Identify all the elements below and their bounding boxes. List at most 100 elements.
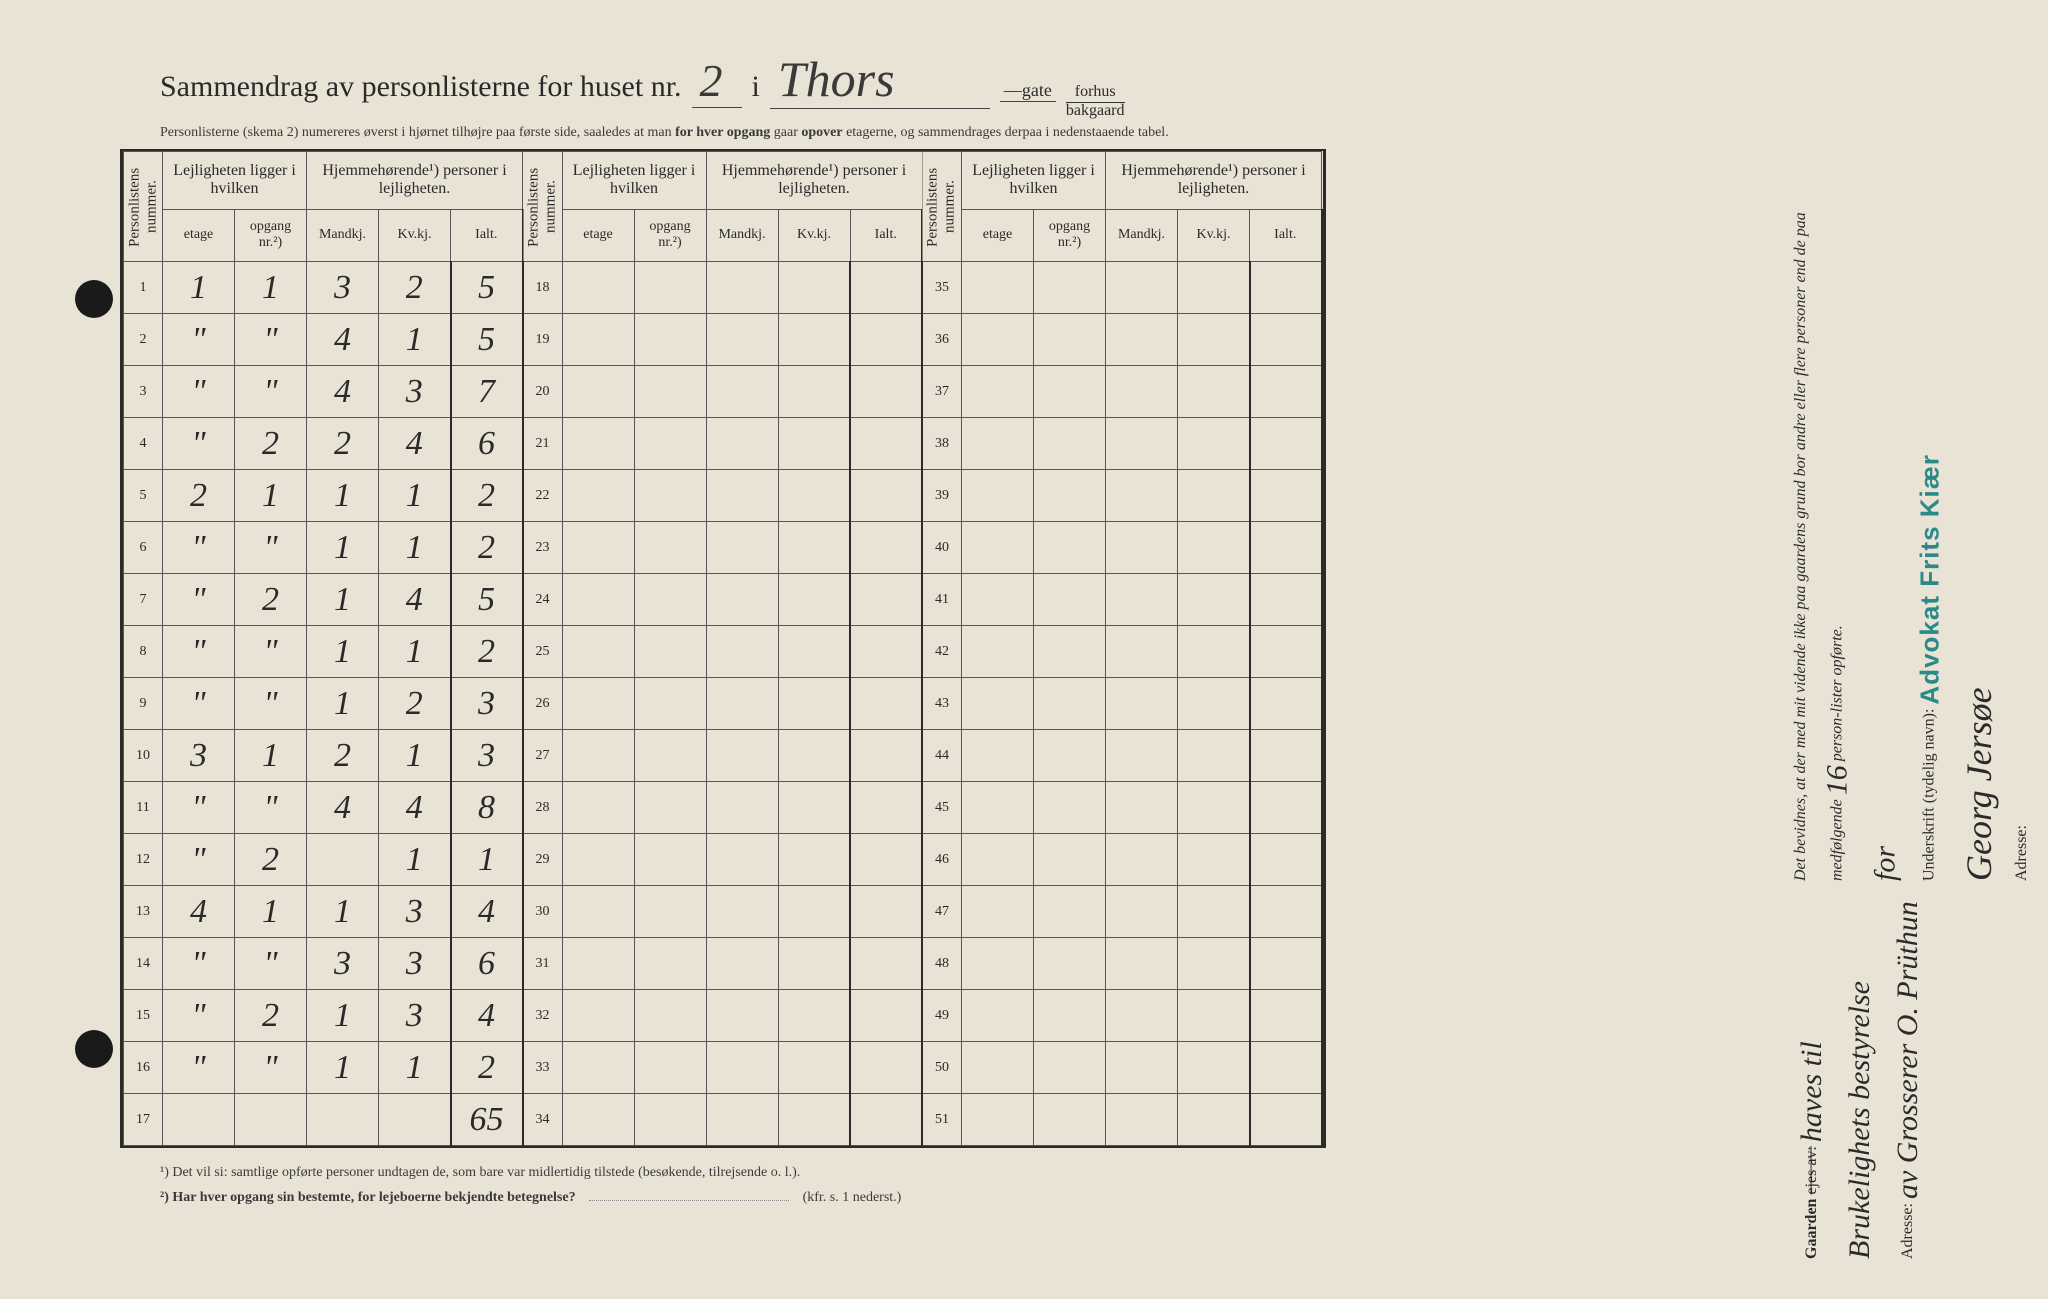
row-number: 48 bbox=[922, 938, 962, 990]
cell-opgang: 2 bbox=[235, 990, 307, 1042]
cell-etage bbox=[562, 574, 634, 626]
cell-mandkj: 1 bbox=[307, 990, 379, 1042]
cell-opgang bbox=[634, 678, 706, 730]
sub-mandkj: Mandkj. bbox=[706, 209, 778, 261]
row-number: 29 bbox=[523, 834, 563, 886]
cell-kvkj: 2 bbox=[379, 262, 451, 314]
row-number: 35 bbox=[922, 262, 962, 314]
cell-mandkj bbox=[1106, 262, 1178, 314]
cell-mandkj bbox=[1106, 470, 1178, 522]
cell-opgang bbox=[1034, 1042, 1106, 1094]
cell-opgang bbox=[634, 418, 706, 470]
row-number: 24 bbox=[523, 574, 563, 626]
cell-opgang bbox=[634, 938, 706, 990]
row-number: 34 bbox=[523, 1094, 563, 1146]
cell-ialt bbox=[850, 782, 922, 834]
cell-ialt bbox=[850, 418, 922, 470]
cell-kvkj: 1 bbox=[379, 834, 451, 886]
cell-etage bbox=[562, 1094, 634, 1146]
gaarden-hw2: Brukelighets bestyrelse bbox=[1836, 901, 1884, 1259]
street-name-hw: Thors bbox=[770, 50, 990, 109]
punch-hole-bottom bbox=[75, 1030, 113, 1068]
row-number: 50 bbox=[922, 1042, 962, 1094]
table-row: 4"22462138 bbox=[124, 418, 1322, 470]
sub-etage: etage bbox=[962, 209, 1034, 261]
cell-mandkj bbox=[1106, 1094, 1178, 1146]
cell-ialt bbox=[850, 1094, 922, 1146]
row-number: 8 bbox=[124, 626, 163, 678]
cell-etage: " bbox=[163, 366, 235, 418]
cell-ialt: 1 bbox=[451, 834, 523, 886]
cell-ialt bbox=[1250, 366, 1322, 418]
table-wrap: Personlistens nummer.Lejligheten ligger … bbox=[120, 149, 1326, 1148]
cell-mandkj bbox=[1106, 314, 1178, 366]
cell-mandkj bbox=[706, 990, 778, 1042]
cell-opgang bbox=[1034, 418, 1106, 470]
cell-etage: " bbox=[163, 418, 235, 470]
cell-opgang bbox=[634, 782, 706, 834]
cell-opgang bbox=[1034, 990, 1106, 1042]
cell-mandkj bbox=[706, 470, 778, 522]
census-form-page: Sammendrag av personlisterne for huset n… bbox=[0, 0, 2048, 1299]
cell-ialt: 3 bbox=[451, 730, 523, 782]
cell-mandkj: 3 bbox=[307, 938, 379, 990]
row-number: 20 bbox=[523, 366, 563, 418]
cell-mandkj bbox=[706, 1094, 778, 1146]
cell-opgang bbox=[1034, 522, 1106, 574]
cell-opgang: 2 bbox=[235, 574, 307, 626]
cell-kvkj bbox=[1178, 470, 1250, 522]
cell-mandkj bbox=[1106, 938, 1178, 990]
cell-kvkj bbox=[1178, 522, 1250, 574]
table-row: 10312132744 bbox=[124, 730, 1322, 782]
cell-mandkj bbox=[307, 834, 379, 886]
gaarden-block: Gaarden ejes av: haves til Brukelighets … bbox=[1788, 901, 1988, 1259]
row-number: 42 bbox=[922, 626, 962, 678]
cell-etage: " bbox=[163, 574, 235, 626]
table-row: 2""4151936 bbox=[124, 314, 1322, 366]
subtitle: Personlisterne (skema 2) numereres øvers… bbox=[160, 125, 1958, 141]
row-number: 31 bbox=[523, 938, 563, 990]
row-number: 4 bbox=[124, 418, 163, 470]
cell-kvkj: 3 bbox=[379, 938, 451, 990]
row-number: 2 bbox=[124, 314, 163, 366]
cell-kvkj bbox=[778, 782, 850, 834]
cell-opgang bbox=[1034, 314, 1106, 366]
gaarden-label: Gaarden ejes av: haves til bbox=[1788, 901, 1836, 1259]
cell-mandkj bbox=[1106, 366, 1178, 418]
col-personlistens: Personlistens nummer. bbox=[922, 152, 962, 262]
cell-mandkj: 1 bbox=[307, 678, 379, 730]
adresse1: Adresse: av Grosserer O. Prüthun bbox=[1884, 901, 1932, 1259]
row-number: 49 bbox=[922, 990, 962, 1042]
cell-mandkj bbox=[706, 574, 778, 626]
cell-kvkj bbox=[379, 1094, 451, 1146]
cell-kvkj bbox=[778, 366, 850, 418]
cell-ialt: 2 bbox=[451, 522, 523, 574]
cell-mandkj: 4 bbox=[307, 782, 379, 834]
row-number: 23 bbox=[523, 522, 563, 574]
cell-kvkj bbox=[778, 1042, 850, 1094]
cell-kvkj: 3 bbox=[379, 886, 451, 938]
row-number: 19 bbox=[523, 314, 563, 366]
cell-kvkj bbox=[778, 314, 850, 366]
cell-kvkj bbox=[1178, 938, 1250, 990]
row-number: 7 bbox=[124, 574, 163, 626]
cell-etage: 2 bbox=[163, 470, 235, 522]
cell-kvkj bbox=[778, 418, 850, 470]
cell-opgang bbox=[1034, 678, 1106, 730]
cell-kvkj: 4 bbox=[379, 574, 451, 626]
row-number: 46 bbox=[922, 834, 962, 886]
house-number-hw: 2 bbox=[692, 54, 742, 108]
cell-opgang: 1 bbox=[235, 730, 307, 782]
cell-mandkj bbox=[706, 522, 778, 574]
cell-opgang bbox=[1034, 886, 1106, 938]
cell-opgang: 2 bbox=[235, 834, 307, 886]
table-row: 16""1123350 bbox=[124, 1042, 1322, 1094]
cell-opgang: " bbox=[235, 522, 307, 574]
cell-kvkj: 1 bbox=[379, 314, 451, 366]
cell-ialt bbox=[850, 834, 922, 886]
row-number: 15 bbox=[124, 990, 163, 1042]
cell-opgang: 1 bbox=[235, 886, 307, 938]
cell-mandkj: 1 bbox=[307, 522, 379, 574]
cell-mandkj bbox=[706, 418, 778, 470]
cell-ialt: 6 bbox=[451, 418, 523, 470]
